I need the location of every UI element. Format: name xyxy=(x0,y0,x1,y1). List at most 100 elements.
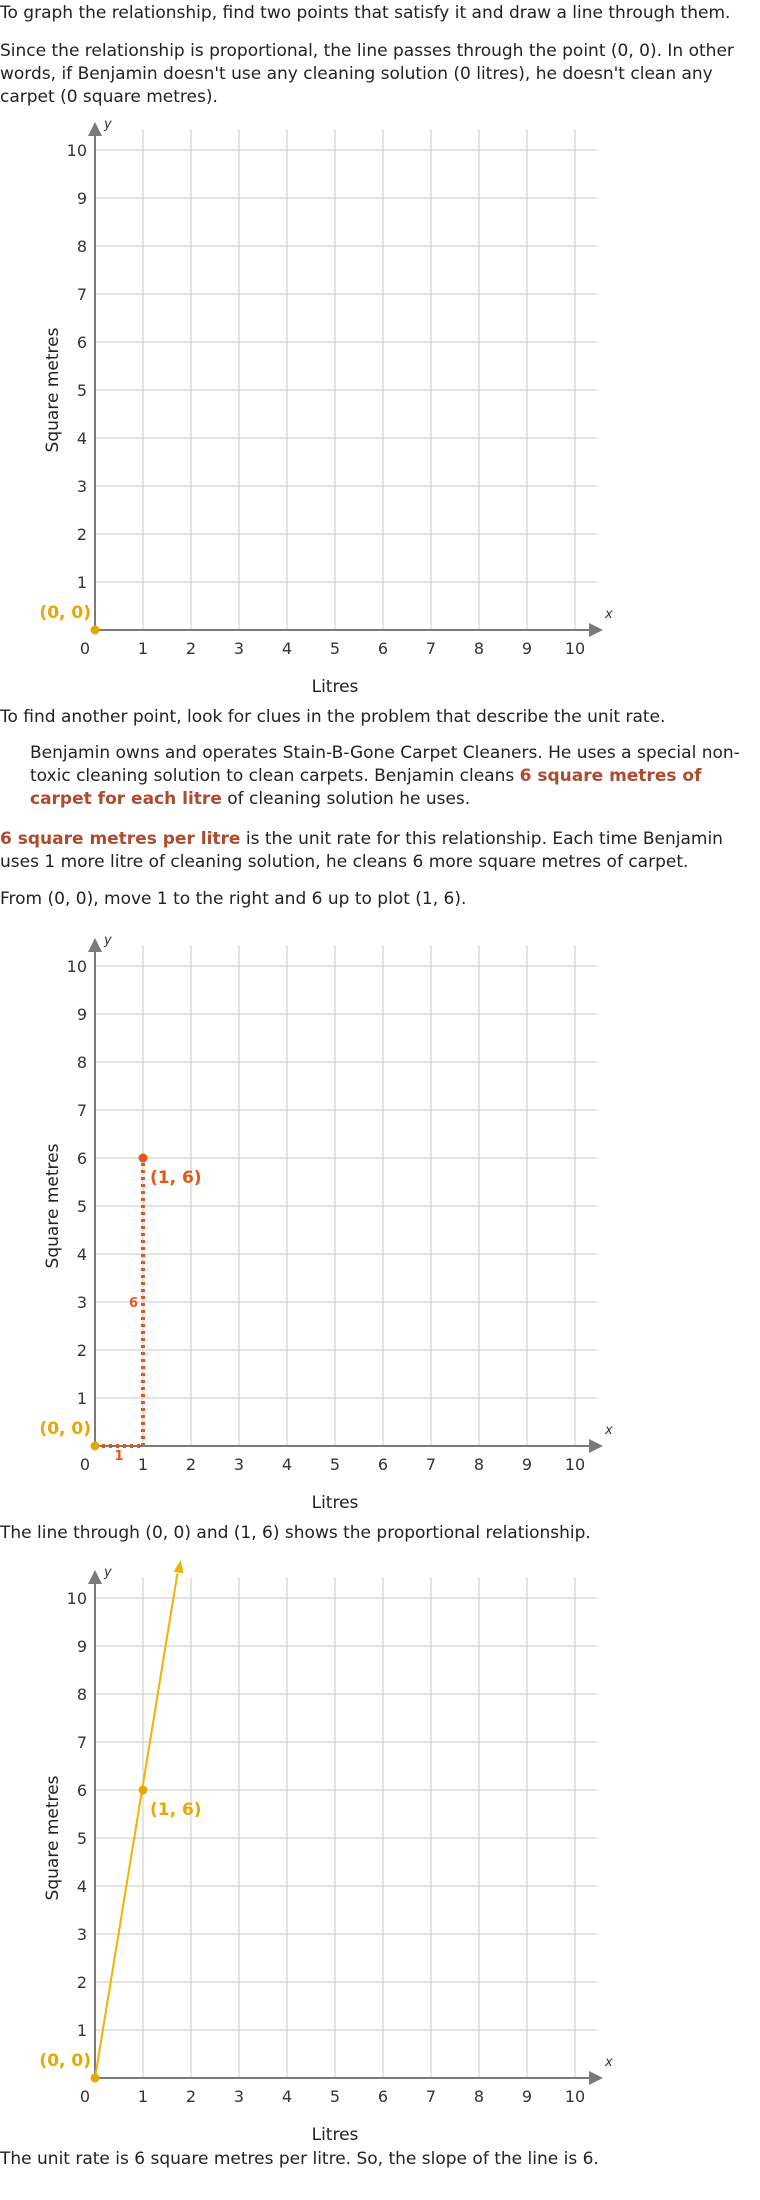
y-axis-title: Square metres xyxy=(43,1143,63,1268)
y-tick-label: 2 xyxy=(77,1973,87,1992)
quote-text-before: Benjamin owns and operates Stain-B-Gone … xyxy=(30,743,740,786)
y-tick-label: 7 xyxy=(77,1733,87,1752)
y-tick-label: 7 xyxy=(77,1101,87,1120)
x-tick-label: 4 xyxy=(282,2087,292,2106)
x-tick-label: 1 xyxy=(138,639,148,658)
y-tick-label: 9 xyxy=(77,189,87,208)
x-tick-label: 8 xyxy=(474,639,484,658)
x-tick-label: 7 xyxy=(426,639,436,658)
data-point-label: (0, 0) xyxy=(39,2051,91,2071)
x-tick-label: 3 xyxy=(234,2087,244,2106)
data-point-label: (0, 0) xyxy=(39,1419,91,1439)
y-tick-label: 7 xyxy=(77,285,87,304)
y-tick-label: 2 xyxy=(77,525,87,544)
x-tick-label: 9 xyxy=(522,639,532,658)
y-axis-title: Square metres xyxy=(43,327,63,452)
unit-rate-explanation: 6 square metres per litre is the unit ra… xyxy=(0,828,760,874)
y-tick-label: 6 xyxy=(77,1781,87,1800)
y-tick-label: 6 xyxy=(77,333,87,352)
y-tick-label: 1 xyxy=(77,573,87,592)
data-point-label: (0, 0) xyxy=(39,603,91,623)
x-tick-label: 8 xyxy=(474,2087,484,2106)
y-tick-label: 1 xyxy=(77,1389,87,1408)
y-tick-label: 2 xyxy=(77,1341,87,1360)
y-tick-label: 9 xyxy=(77,1005,87,1024)
graph-origin-point: x y 0 1 2 3 4 5 6 7 8 9 10 1 2 3 4 5 6 7 8 9 10 Litres Square me… xyxy=(39,117,613,697)
data-point xyxy=(90,2073,100,2083)
y-tick-label: 8 xyxy=(77,1685,87,1704)
x-tick-label: 5 xyxy=(330,1455,340,1474)
x-tick-label: 1 xyxy=(138,1455,148,1474)
x-tick-label: 9 xyxy=(522,2087,532,2106)
data-point xyxy=(90,1441,100,1451)
line-explanation: The line through (0, 0) and (1, 6) shows… xyxy=(0,1523,591,1543)
quote-highlight: 6 square metres of carpet for each litre xyxy=(30,766,702,809)
y-tick-label: 8 xyxy=(77,237,87,256)
x-tick-label: 5 xyxy=(330,639,340,658)
x-tick-label: 7 xyxy=(426,1455,436,1474)
y-tick-label: 3 xyxy=(77,477,87,496)
x-tick-label: 4 xyxy=(282,1455,292,1474)
slope-conclusion: The unit rate is 6 square metres per lit… xyxy=(0,2149,599,2169)
data-point-label: (1, 6) xyxy=(150,1800,202,1820)
data-point-label: (1, 6) xyxy=(150,1168,202,1188)
x-tick-label: 9 xyxy=(522,1455,532,1474)
data-point xyxy=(138,1785,148,1795)
x-axis-title: Litres xyxy=(312,1493,359,1513)
y-axis-letter: y xyxy=(103,117,112,132)
x-tick-label: 7 xyxy=(426,2087,436,2106)
x-axis-letter: x xyxy=(604,1423,613,1438)
y-tick-label: 5 xyxy=(77,1197,87,1216)
x-axis-letter: x xyxy=(604,607,613,622)
x-tick-label: 10 xyxy=(565,1455,585,1474)
unit-rate-rest: is the unit rate for this relationship. … xyxy=(0,829,723,872)
x-tick-label: 6 xyxy=(378,2087,388,2106)
y-axis-arrow xyxy=(88,938,102,952)
x-tick-label: 10 xyxy=(565,639,585,658)
proportional-line xyxy=(94,1573,179,2079)
problem-quote: Benjamin owns and operates Stain-B-Gone … xyxy=(30,742,755,811)
x-tick-label: 3 xyxy=(234,639,244,658)
x-tick-label: 4 xyxy=(282,639,292,658)
unit-rate-highlight: 6 square metres per litre xyxy=(0,829,241,849)
x-axis-arrow xyxy=(589,623,603,637)
x-tick-label: 0 xyxy=(80,2087,90,2106)
y-tick-label: 4 xyxy=(77,1877,87,1896)
x-tick-label: 2 xyxy=(186,2087,196,2106)
y-tick-label: 5 xyxy=(77,1829,87,1848)
plot-instruction: From (0, 0), move 1 to the right and 6 u… xyxy=(0,889,467,909)
x-tick-label: 3 xyxy=(234,1455,244,1474)
y-tick-label: 4 xyxy=(77,429,87,448)
rise-label: 6 xyxy=(129,1296,138,1311)
y-tick-label: 6 xyxy=(77,1149,87,1168)
unit-rate-hint: To find another point, look for clues in… xyxy=(0,707,666,727)
x-tick-label: 2 xyxy=(186,1455,196,1474)
y-axis-arrow xyxy=(88,122,102,136)
x-axis-title: Litres xyxy=(312,677,359,697)
data-point xyxy=(138,1153,148,1163)
x-tick-label: 8 xyxy=(474,1455,484,1474)
y-tick-label: 8 xyxy=(77,1053,87,1072)
run-label: 1 xyxy=(114,1449,123,1464)
graph-proportional-line: x y 0 1 2 3 4 5 6 7 8 9 10 1 2 3 4 5 6 7 8 9 10 Litres Square me… xyxy=(39,1559,613,2145)
y-tick-label: 1 xyxy=(77,2021,87,2040)
x-tick-label: 6 xyxy=(378,1455,388,1474)
y-axis-letter: y xyxy=(103,933,112,948)
y-axis-letter: y xyxy=(103,1565,112,1580)
x-axis-letter: x xyxy=(604,2055,613,2070)
x-tick-label: 0 xyxy=(80,639,90,658)
proportional-line-arrow xyxy=(173,1559,184,1574)
y-axis-title: Square metres xyxy=(43,1775,63,1900)
x-tick-label: 2 xyxy=(186,639,196,658)
x-tick-label: 6 xyxy=(378,639,388,658)
y-tick-label: 3 xyxy=(77,1293,87,1312)
intro-paragraph: To graph the relationship, find two poin… xyxy=(0,3,731,23)
x-tick-label: 0 xyxy=(80,1455,90,1474)
x-tick-label: 1 xyxy=(138,2087,148,2106)
graph-rise-run: x y 0 1 2 3 4 5 6 7 8 9 10 1 2 3 4 5 6 7 8 9 10 Litres Square me… xyxy=(39,933,613,1513)
x-tick-label: 10 xyxy=(565,2087,585,2106)
origin-explanation: Since the relationship is proportional, … xyxy=(0,41,734,107)
y-tick-label: 10 xyxy=(67,1589,87,1608)
y-tick-label: 10 xyxy=(67,141,87,160)
y-tick-label: 4 xyxy=(77,1245,87,1264)
